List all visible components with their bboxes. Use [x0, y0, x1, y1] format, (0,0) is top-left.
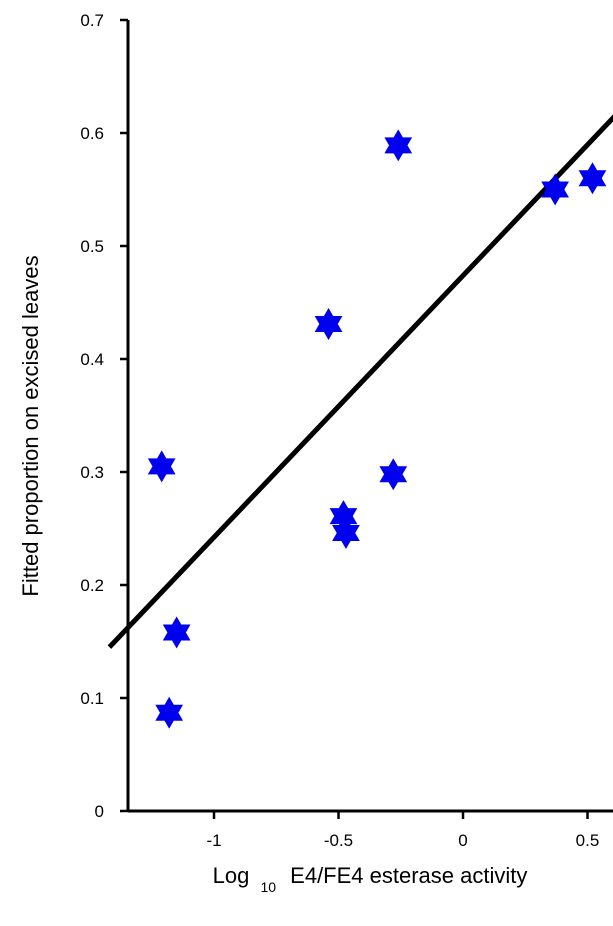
y-tick-label: 0: [95, 802, 104, 821]
y-axis-title: Fitted proportion on excised leaves: [18, 255, 43, 596]
y-tick-label: 0.1: [80, 689, 104, 708]
x-axis-title-prefix: Log: [213, 863, 250, 888]
x-tick-label: 0: [458, 831, 467, 850]
data-point-star: [379, 458, 408, 491]
data-points: [147, 129, 607, 729]
y-tick-label: 0.6: [80, 124, 104, 143]
data-point-star: [384, 129, 413, 162]
y-tick-label: 0.3: [80, 463, 104, 482]
data-point-star: [147, 450, 176, 483]
x-tick-label: -1: [206, 831, 221, 850]
y-tick-label: 0.5: [80, 237, 104, 256]
y-tick-label: 0.7: [80, 11, 104, 30]
x-axis-title: Log 10 E4/FE4 esterase activity: [213, 863, 528, 897]
y-tick-label: 0.4: [80, 350, 104, 369]
data-point-star: [541, 173, 569, 206]
data-point-star: [162, 616, 191, 649]
data-point-star: [314, 307, 343, 340]
data-point-star: [578, 162, 607, 195]
x-axis-title-subscript: 10: [260, 879, 276, 895]
data-point-star: [332, 517, 360, 550]
data-point-star: [155, 696, 184, 729]
regression-line-group: [107, 114, 613, 649]
x-axis-title-suffix: E4/FE4 esterase activity: [290, 863, 527, 888]
x-tick-label: 0.5: [576, 831, 600, 850]
x-tick-label: -0.5: [324, 831, 353, 850]
axes: 0 0.1 0.2 0.3 0.4 0.5 0.6 0.7 -1 -0.5 0 0.5: [80, 11, 613, 850]
regression-line: [107, 114, 613, 649]
y-tick-label: 0.2: [80, 576, 104, 595]
